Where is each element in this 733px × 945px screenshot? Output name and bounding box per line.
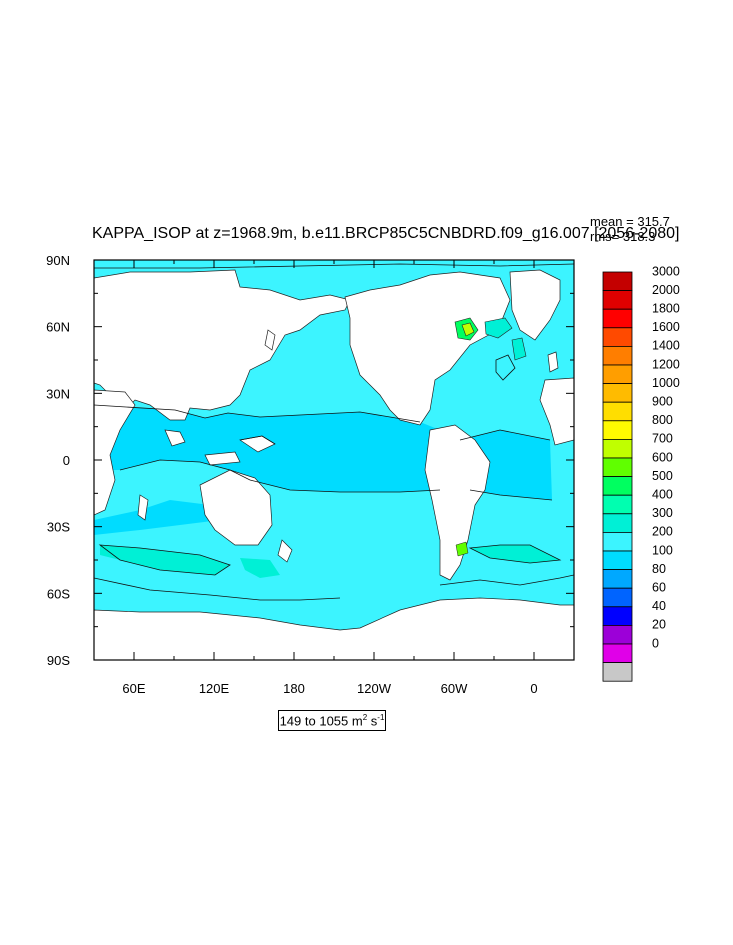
colorbar-swatch bbox=[602, 438, 633, 459]
contour-lines bbox=[94, 263, 574, 601]
colorbar-swatch bbox=[602, 420, 633, 440]
colorbar-swatch bbox=[602, 513, 633, 533]
x-tick-label: 60W bbox=[441, 681, 468, 696]
colorbar-label: 0 bbox=[652, 636, 659, 650]
colorbar-swatch bbox=[602, 569, 633, 589]
colorbar-label: 1200 bbox=[652, 357, 680, 371]
colorbar-swatch bbox=[602, 494, 633, 515]
colorbar-label: 300 bbox=[652, 506, 673, 520]
colorbar-swatch bbox=[602, 383, 633, 403]
mean-stat: mean = 315.7 bbox=[590, 214, 670, 229]
colorbar-swatch bbox=[602, 308, 633, 329]
y-tick-label: 90N bbox=[46, 253, 70, 268]
x-tick-label: 0 bbox=[530, 681, 537, 696]
colorbar-swatch bbox=[602, 271, 633, 292]
colorbar-swatch bbox=[602, 476, 633, 496]
colorbar-swatch bbox=[602, 327, 633, 347]
y-tick-label: 90S bbox=[47, 653, 70, 668]
colorbar-swatch bbox=[602, 345, 633, 366]
range-box: 149 to 1055 m2 s-1 bbox=[278, 710, 386, 731]
y-tick-label: 60S bbox=[47, 586, 70, 601]
colorbar-label: 1600 bbox=[652, 320, 680, 334]
colorbar-label: 700 bbox=[652, 432, 673, 446]
colorbar-label: 100 bbox=[652, 543, 673, 557]
y-tick-label: 60N bbox=[46, 320, 70, 335]
colorbar-swatch bbox=[602, 290, 633, 310]
y-tick-label: 0 bbox=[63, 453, 70, 468]
colorbar-swatch bbox=[602, 625, 633, 645]
colorbar-label: 3000 bbox=[652, 264, 680, 278]
colorbar-swatch bbox=[602, 364, 633, 385]
colorbar-swatch bbox=[602, 662, 633, 682]
colorbar-swatch bbox=[602, 457, 633, 478]
x-tick-label: 60E bbox=[122, 681, 145, 696]
colorbar-label: 200 bbox=[652, 525, 673, 539]
y-tick-label: 30S bbox=[47, 520, 70, 535]
colorbar-label: 600 bbox=[652, 450, 673, 464]
colorbar-label: 900 bbox=[652, 395, 673, 409]
colorbar-label: 1000 bbox=[652, 376, 680, 390]
map-area bbox=[94, 260, 574, 660]
x-tick-label: 180 bbox=[283, 681, 305, 696]
range-text: 149 to 1055 m2 s-1 bbox=[279, 712, 385, 729]
colorbar-label: 400 bbox=[652, 488, 673, 502]
colorbar-swatch bbox=[602, 643, 633, 664]
x-tick-label: 120E bbox=[199, 681, 230, 696]
colorbar-label: 800 bbox=[652, 413, 673, 427]
colorbar-label: 500 bbox=[652, 469, 673, 483]
colorbar: 3000200018001600140012001000900800700600… bbox=[602, 264, 680, 682]
land bbox=[94, 269, 574, 660]
y-tick-label: 30N bbox=[46, 386, 70, 401]
colorbar-label: 60 bbox=[652, 581, 666, 595]
colorbar-swatch bbox=[602, 587, 633, 608]
labrador-hotspot bbox=[454, 317, 527, 361]
plot-title: KAPPA_ISOP at z=1968.9m, b.e11.BRCP85C5C… bbox=[92, 225, 679, 242]
colorbar-label: 40 bbox=[652, 599, 666, 613]
colorbar-label: 2000 bbox=[652, 283, 680, 297]
patagonia-hotspot bbox=[455, 541, 469, 557]
value-band-300-400 bbox=[94, 405, 552, 535]
colorbar-swatch bbox=[602, 606, 633, 626]
map-axes: 60E 120E 180 120W 60W 0 90N 60N 30N 0 30S 60S 90S bbox=[46, 253, 575, 696]
value-band-400-500 bbox=[100, 545, 560, 578]
x-tick-label: 120W bbox=[357, 681, 392, 696]
colorbar-label: 20 bbox=[652, 618, 666, 632]
colorbar-label: 80 bbox=[652, 562, 666, 576]
colorbar-swatch bbox=[602, 550, 633, 571]
colorbar-swatch bbox=[602, 401, 633, 422]
rms-stat: rms= 318.3 bbox=[590, 229, 655, 244]
colorbar-label: 1400 bbox=[652, 339, 680, 353]
colorbar-label: 1800 bbox=[652, 302, 680, 316]
colorbar-swatch bbox=[602, 532, 633, 552]
